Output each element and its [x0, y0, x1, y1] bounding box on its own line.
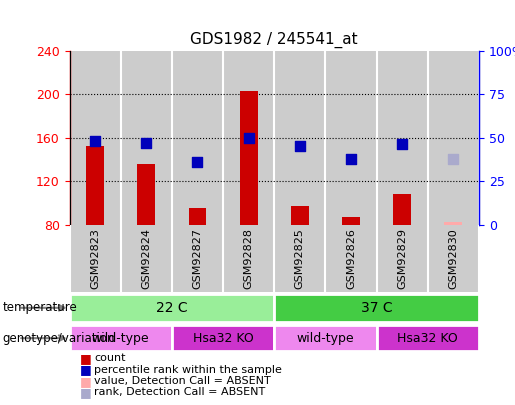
Text: 22 C: 22 C [156, 301, 187, 315]
Bar [291, 206, 309, 225]
Point [398, 141, 406, 147]
Text: value, Detection Call = ABSENT: value, Detection Call = ABSENT [94, 376, 271, 386]
Bar [376, 326, 479, 351]
Text: ■: ■ [80, 363, 92, 376]
Text: Hsa32 KO: Hsa32 KO [398, 332, 458, 345]
Text: ■: ■ [80, 375, 92, 388]
Text: count: count [94, 354, 126, 363]
Text: percentile rank within the sample: percentile rank within the sample [94, 365, 282, 375]
Bar [70, 326, 172, 351]
Bar [428, 51, 479, 225]
Bar [325, 51, 376, 225]
Bar [325, 225, 376, 292]
Text: Hsa32 KO: Hsa32 KO [193, 332, 253, 345]
Bar [70, 294, 274, 322]
Point [449, 156, 457, 163]
Point [91, 138, 99, 144]
Bar [70, 51, 121, 225]
Point [245, 134, 253, 141]
Bar [70, 225, 121, 292]
Bar [121, 225, 172, 292]
Text: GSM92830: GSM92830 [449, 228, 458, 289]
Text: GSM92823: GSM92823 [90, 228, 100, 289]
Bar [376, 51, 428, 225]
Text: GSM92827: GSM92827 [193, 228, 202, 289]
Bar [239, 91, 258, 225]
Bar [172, 326, 274, 351]
Bar [376, 225, 428, 292]
Text: genotype/variation: genotype/variation [3, 332, 115, 345]
Bar [428, 225, 479, 292]
Text: wild-type: wild-type [92, 332, 149, 345]
Text: GSM92828: GSM92828 [244, 228, 254, 289]
Text: GSM92825: GSM92825 [295, 228, 305, 289]
Bar [274, 225, 325, 292]
Bar [188, 209, 207, 225]
Text: rank, Detection Call = ABSENT: rank, Detection Call = ABSENT [94, 388, 266, 397]
Text: 37 C: 37 C [361, 301, 392, 315]
Text: ■: ■ [80, 386, 92, 399]
Point [347, 156, 355, 163]
Bar [274, 326, 376, 351]
Point [142, 140, 150, 146]
Title: GDS1982 / 245541_at: GDS1982 / 245541_at [191, 32, 358, 48]
Text: GSM92829: GSM92829 [397, 228, 407, 289]
Text: ■: ■ [80, 352, 92, 365]
Bar [342, 217, 360, 225]
Bar [172, 225, 223, 292]
Text: wild-type: wild-type [297, 332, 354, 345]
Bar [121, 51, 172, 225]
Point [193, 158, 201, 165]
Bar [223, 225, 274, 292]
Bar [223, 51, 274, 225]
Bar [274, 51, 325, 225]
Point [296, 143, 304, 149]
Text: GSM92824: GSM92824 [141, 228, 151, 289]
Bar [138, 164, 155, 225]
Text: GSM92826: GSM92826 [346, 228, 356, 289]
Bar [393, 194, 411, 225]
Bar [444, 222, 462, 225]
Bar [172, 51, 223, 225]
Bar [274, 294, 479, 322]
Text: temperature: temperature [3, 301, 77, 314]
Bar [86, 146, 104, 225]
